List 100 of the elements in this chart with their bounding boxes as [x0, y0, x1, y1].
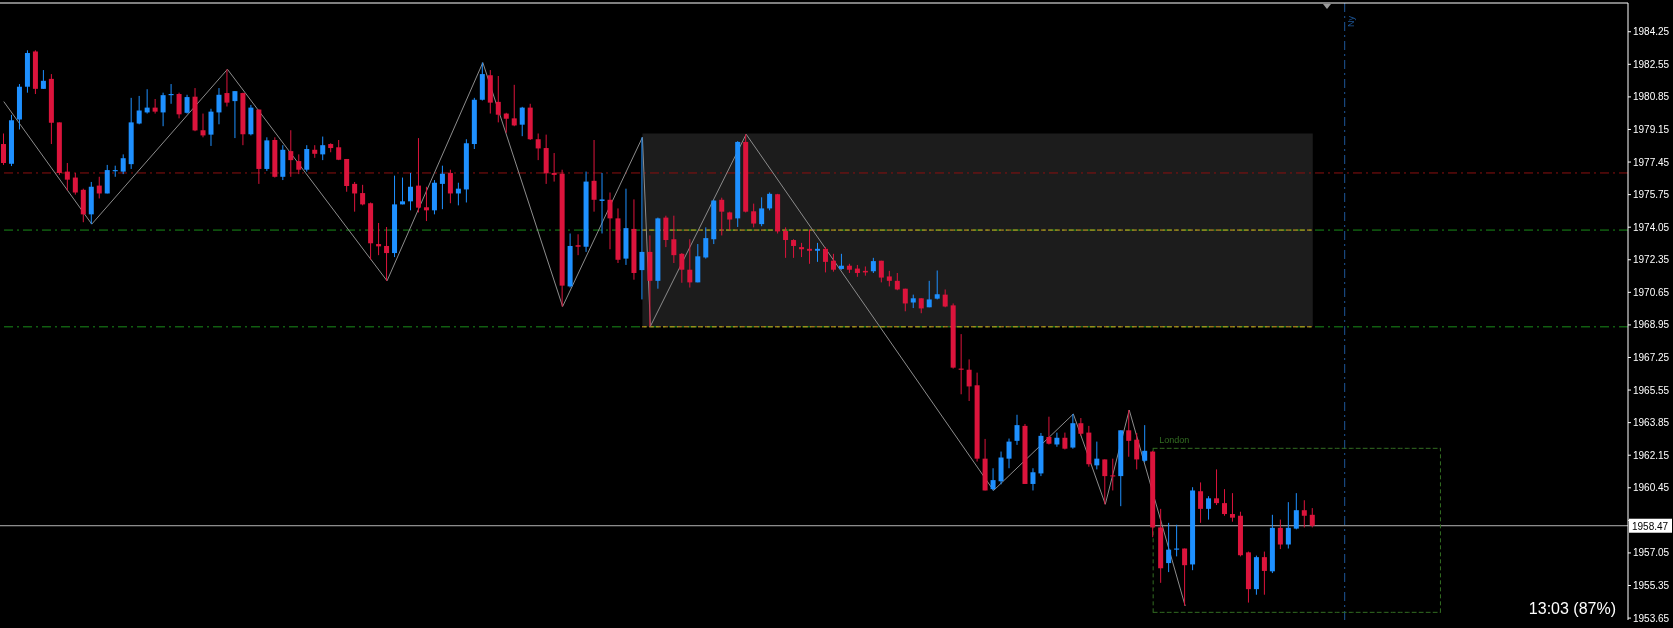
- y-tick-label: 1984.25: [1633, 26, 1670, 38]
- candlestick: [360, 184, 366, 206]
- candlestick: [72, 172, 78, 196]
- candlestick: [591, 139, 597, 213]
- candlestick: [447, 169, 453, 204]
- candlestick: [687, 238, 693, 289]
- candlestick: [232, 90, 238, 139]
- candlestick: [1046, 416, 1052, 445]
- y-tick-label: 1972.35: [1633, 254, 1670, 266]
- candlestick: [40, 69, 46, 90]
- candlestick: [1182, 548, 1188, 607]
- candlestick: [1285, 501, 1291, 550]
- candlestick: [415, 137, 421, 213]
- candlestick: [599, 172, 605, 235]
- candlestick: [160, 92, 166, 127]
- y-tick-label: 1977.45: [1633, 156, 1670, 168]
- candlestick: [966, 358, 972, 402]
- y-tick-label: 1953.65: [1633, 612, 1670, 624]
- candlestick: [120, 153, 126, 175]
- candlestick: [1277, 519, 1283, 550]
- candlestick: [216, 87, 222, 125]
- candlestick: [1222, 488, 1227, 517]
- y-tick-label: 1968.95: [1633, 319, 1670, 331]
- y-tick-label: 1963.85: [1633, 417, 1670, 429]
- candlestick: [934, 269, 940, 300]
- candlestick: [759, 196, 765, 227]
- candlestick: [1293, 492, 1299, 530]
- candlestick: [607, 192, 613, 250]
- candlestick: [439, 165, 445, 210]
- y-tick-label: 1975.75: [1633, 189, 1670, 201]
- y-tick-label: 1962.15: [1633, 449, 1670, 461]
- candlestick: [1102, 458, 1108, 505]
- candlestick: [519, 106, 525, 137]
- candlestick: [575, 233, 581, 256]
- candlestick: [296, 153, 302, 175]
- candlestick: [423, 186, 429, 222]
- candlestick: [926, 280, 932, 308]
- candlestick: [990, 467, 996, 491]
- y-tick-label: 1967.25: [1633, 352, 1670, 364]
- candlestick: [352, 181, 358, 213]
- ref-line-label: 1958.47: [1632, 520, 1669, 532]
- candlestick: [376, 222, 382, 256]
- candlestick: [511, 84, 517, 127]
- candlestick: [1309, 507, 1315, 528]
- y-tick-label: 1974.05: [1633, 221, 1670, 233]
- candlestick: [1142, 424, 1148, 463]
- candlestick: [783, 226, 789, 259]
- y-tick-label: 1979.15: [1633, 124, 1670, 136]
- candlestick: [1301, 499, 1307, 528]
- candlestick: [1134, 432, 1140, 470]
- candlestick: [639, 136, 645, 300]
- candlestick: [1014, 414, 1020, 446]
- candlestick: [136, 95, 142, 125]
- candlestick: [1006, 438, 1012, 469]
- candlestick: [719, 197, 725, 236]
- candlestick: [703, 226, 709, 260]
- candlestick: [288, 129, 294, 178]
- candlestick: [1214, 468, 1220, 506]
- candlestick: [184, 94, 190, 115]
- candlestick: [815, 242, 820, 263]
- y-tick-label: 1960.45: [1633, 482, 1670, 494]
- y-tick-label: 1957.05: [1633, 547, 1670, 559]
- candlestick: [551, 152, 557, 183]
- candlestick: [1198, 481, 1204, 524]
- candlestick: [1, 132, 6, 166]
- candlestick: [1030, 467, 1036, 491]
- y-tick-label: 1965.55: [1633, 384, 1670, 396]
- candlestick: [822, 246, 828, 273]
- candlestick: [1126, 409, 1132, 458]
- candlestick: [384, 226, 390, 282]
- y-tick-label: 1955.35: [1633, 580, 1670, 592]
- candlestick: [751, 203, 757, 228]
- candlestick: [1206, 495, 1212, 521]
- candlestick: [998, 451, 1004, 485]
- candlestick: [1261, 551, 1267, 596]
- candlestick: [679, 252, 685, 284]
- candlestick: [535, 132, 541, 161]
- candlestick: [400, 177, 406, 205]
- candlestick: [64, 162, 70, 192]
- candlestick: [1229, 492, 1235, 523]
- candlestick: [791, 238, 797, 259]
- candlestick: [200, 113, 206, 138]
- candlestick: [663, 215, 669, 248]
- candlestick: [176, 92, 182, 119]
- candlestick: [104, 164, 110, 194]
- candlestick: [1166, 522, 1172, 573]
- y-tick-label: 1982.55: [1633, 58, 1670, 70]
- y-tick-label: 1980.85: [1633, 91, 1670, 103]
- candlestick: [807, 228, 813, 265]
- candlestick: [495, 75, 501, 123]
- candlestick: [671, 215, 677, 264]
- candlestick: [320, 136, 326, 161]
- candlestick: [304, 144, 310, 173]
- candlestick: [152, 98, 158, 115]
- candlestick: [96, 176, 102, 199]
- series-label: London: [1159, 435, 1190, 446]
- candlestick: [408, 172, 413, 211]
- y-tick-label: 1970.65: [1633, 286, 1670, 298]
- candlestick: [224, 68, 230, 107]
- annotation: 13:03 (87%): [1528, 600, 1616, 618]
